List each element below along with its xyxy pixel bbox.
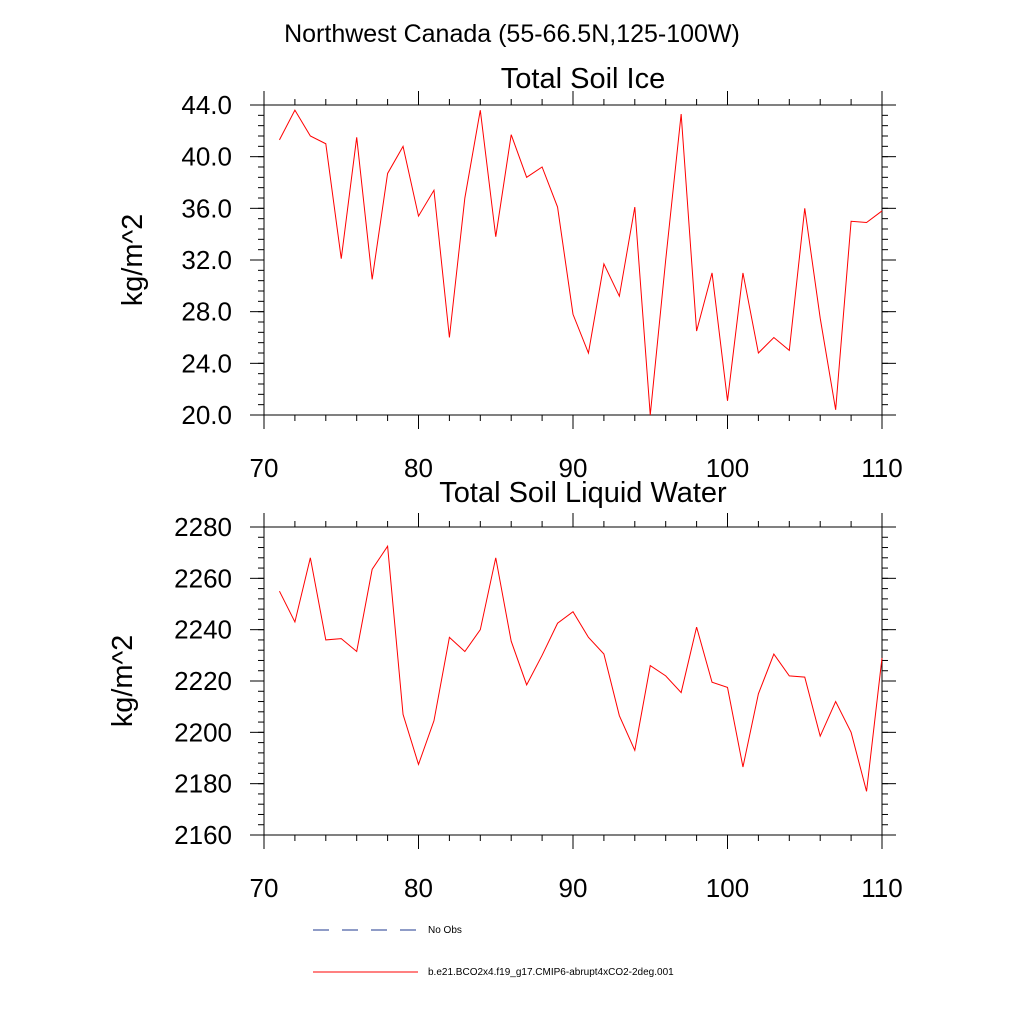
x-tick-label: 110	[861, 873, 902, 903]
y-tick-label: 28.0	[181, 297, 232, 327]
y-axis-label: kg/m^2	[107, 635, 139, 728]
y-tick-label: 2260	[174, 563, 232, 593]
y-tick-label: 2220	[174, 666, 232, 696]
y-tick-label: 2280	[174, 512, 232, 542]
x-tick-label: 70	[250, 873, 279, 903]
y-tick-label: 24.0	[181, 348, 232, 378]
y-tick-label: 44.0	[181, 90, 232, 120]
y-tick-label: 2160	[174, 820, 232, 850]
y-tick-label: 36.0	[181, 193, 232, 223]
plot-frame	[263, 526, 883, 836]
plot-frame	[263, 104, 883, 416]
panel-total-soil-ice: Total Soil Ice kg/m^2 70 80 90 100 110 20.0 24.0…	[117, 63, 903, 483]
y-tick-label: 2200	[174, 717, 232, 747]
panel-title: Total Soil Liquid Water	[439, 477, 727, 509]
y-tick-label: 40.0	[181, 142, 232, 172]
x-tick-label: 70	[250, 453, 279, 483]
x-tick-label: 80	[404, 873, 433, 903]
legend: No Obs b.e21.BCO2x4.f19_g17.CMIP6-abrupt…	[313, 925, 674, 978]
panel-total-soil-liquid-water: Total Soil Liquid Water kg/m^2 70 80 90 100 11…	[107, 477, 903, 903]
series-line	[279, 544, 883, 792]
series-line	[279, 109, 883, 416]
legend-model-label: b.e21.BCO2x4.f19_g17.CMIP6-abrupt4xCO2-2…	[428, 967, 674, 978]
figure-title: Northwest Canada (55-66.5N,125-100W)	[284, 20, 740, 48]
x-tick-label: 80	[404, 453, 433, 483]
x-tick-label: 110	[861, 453, 902, 483]
y-axis-label: kg/m^2	[117, 214, 149, 307]
x-tick-label: 90	[559, 453, 588, 483]
x-tick-label: 100	[706, 453, 749, 483]
y-tick-label: 2180	[174, 769, 232, 799]
y-tick-label: 32.0	[181, 245, 232, 275]
legend-no-obs-label: No Obs	[428, 925, 462, 936]
panel-title: Total Soil Ice	[501, 63, 665, 95]
y-tick-label: 2240	[174, 615, 232, 645]
y-tick-label: 20.0	[181, 400, 232, 430]
x-tick-label: 100	[706, 873, 749, 903]
x-tick-label: 90	[559, 873, 588, 903]
